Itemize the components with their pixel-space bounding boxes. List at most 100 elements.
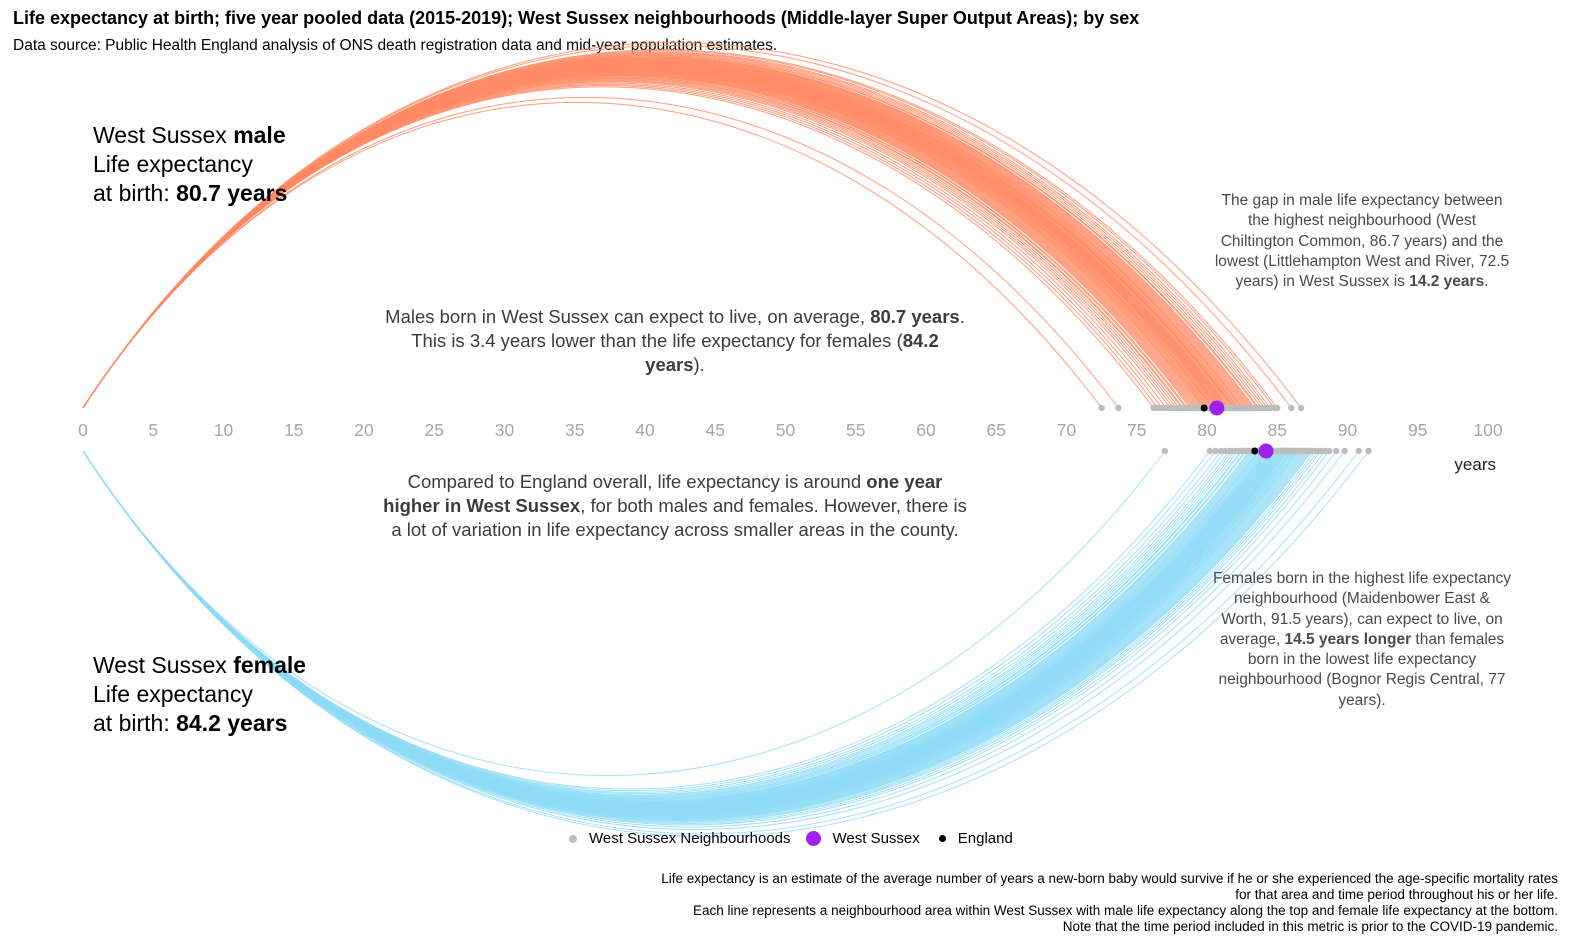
female-label-prefix: West Sussex [93,652,234,678]
note-males-bold2: 84.2 years [645,330,939,375]
female-neighbourhood-point-2 [1212,447,1219,455]
caption-line1: Life expectancy is an estimate of the av… [661,871,1558,886]
note-compare-text2: , for both males and females. However, t… [391,495,967,540]
female-neighbourhood-point-88 [1341,447,1348,455]
x-tick-label-13: 65 [987,420,1006,440]
female-arcs-group [82,450,1369,837]
x-tick-label-10: 50 [776,420,796,440]
male-label-prefix: West Sussex [93,122,234,148]
x-tick-label-8: 40 [635,420,655,440]
female-arc-87 [82,450,1337,828]
chart-title: Life expectancy at birth; five year pool… [13,8,1140,28]
female-neighbourhood-point-0 [1161,447,1169,455]
x-tick-label-12: 60 [916,420,936,440]
male-arc-1 [82,97,1119,409]
legend-item-neighbourhoods: West Sussex Neighbourhoods [566,830,791,847]
x-tick-label-4: 20 [354,420,374,440]
male-neighbourhood-point-89 [1288,404,1295,412]
male-label-line3: at birth: [93,180,177,206]
x-tick-label-0: 0 [78,420,88,440]
legend: West Sussex Neighbourhoods West Sussex E… [566,830,1028,847]
male-west-sussex-point [1209,400,1225,416]
x-tick-label-14: 70 [1057,420,1077,440]
legend-label-england: England [957,830,1013,847]
note-male-gap-text1: The gap in male life expectancy between … [1214,192,1510,291]
male-neighbourhood-point-1 [1115,404,1122,412]
caption-line3: Each line represents a neighbourhood are… [692,903,1558,918]
female-neighbourhood-point-87 [1333,447,1340,455]
x-axis-label: years [1454,455,1496,474]
male-average-annotation: Males born in West Sussex can expect to … [380,305,970,377]
female-neighbourhood-point-86 [1326,447,1333,455]
note-males-text1: Males born in West Sussex can expect to … [385,306,871,327]
male-arc-0 [82,101,1103,409]
x-tick-label-15: 75 [1127,420,1146,440]
male-england-point [1200,404,1208,412]
x-tick-label-9: 45 [706,420,725,440]
legend-label-west-sussex: West Sussex [832,830,920,847]
male-label-value: 80.7 years [176,180,288,206]
legend-item-west-sussex: West Sussex [805,830,920,847]
x-tick-label-6: 30 [495,420,515,440]
male-neighbourhood-point-88 [1274,404,1281,412]
male-gap-annotation: The gap in male life expectancy between … [1212,191,1512,292]
note-males-text3: ). [693,354,705,375]
male-arc-88 [82,49,1278,409]
female-label-line2: Life expectancy [93,681,253,707]
female-arc-0 [82,450,1166,777]
male-neighbourhood-point-90 [1297,404,1305,412]
female-neighbourhood-point-90 [1365,447,1372,455]
legend-label-neighbourhoods: West Sussex Neighbourhoods [589,830,791,847]
note-female-gap-text2: than females born in the lowest life exp… [1218,630,1506,709]
note-compare-text1: Compared to England overall, life expect… [407,471,867,492]
x-tick-label-2: 10 [214,420,234,440]
x-tick-label-11: 55 [846,420,865,440]
male-label-sex: male [233,122,286,148]
x-tick-label-20: 100 [1473,420,1502,440]
note-female-gap-text1: Females born in the highest life expecta… [1212,570,1512,648]
west-sussex-dot-icon [805,831,821,846]
male-label-line2: Life expectancy [93,151,253,177]
female-summary-label: West Sussex female Life expectancy at bi… [93,651,306,738]
female-arc-90 [82,450,1369,837]
male-arc-89 [82,45,1292,409]
note-compare-bold1: one year higher in West Sussex [383,471,943,516]
x-axis: 0 5 10 15 20 25 30 35 40 45 50 55 60 65 70 75 80 85 90 95 10… [78,420,1503,440]
note-males-bold1: 80.7 years [870,306,960,327]
caption: Life expectancy is an estimate of the av… [661,871,1558,935]
legend-item-england: England [935,830,1013,847]
x-tick-label-16: 80 [1197,420,1217,440]
england-comparison-annotation: Compared to England overall, life expect… [380,470,970,542]
female-label-line3: at birth: [93,710,177,736]
x-tick-label-1: 5 [148,420,158,440]
female-gap-annotation: Females born in the highest life expecta… [1212,569,1512,711]
female-west-sussex-point [1258,443,1274,459]
female-neighbourhood-point-89 [1355,447,1362,455]
points-group [1098,400,1372,459]
x-tick-label-18: 90 [1338,420,1358,440]
x-tick-label-17: 85 [1268,420,1287,440]
female-neighbourhood-point-1 [1206,447,1214,455]
x-tick-label-3: 15 [284,420,303,440]
note-male-gap-bold1: 14.2 years [1409,273,1485,291]
female-england-point [1251,447,1259,455]
note-males-text2: . This is 3.4 years lower than the life … [411,306,965,351]
female-arc-86 [82,450,1330,826]
female-label-sex: female [233,652,307,678]
male-neighbourhood-point-0 [1098,404,1105,412]
chart-subtitle: Data source: Public Health England analy… [13,37,778,54]
female-label-value: 84.2 years [176,710,288,736]
caption-line2: for that area and time period throughout… [1235,887,1558,902]
note-female-gap-bold1: 14.5 years longer [1284,630,1412,648]
x-tick-label-5: 25 [425,420,444,440]
x-tick-label-7: 35 [565,420,584,440]
england-dot-icon [938,835,946,842]
female-arc-89 [82,450,1360,835]
female-arc-88 [82,450,1346,830]
x-tick-label-19: 95 [1408,420,1427,440]
neighbourhood-dot-icon [569,834,577,843]
note-male-gap-text2: . [1484,273,1489,291]
male-arcs-group [82,42,1302,409]
caption-line4: Note that the time period included in th… [1062,919,1558,934]
